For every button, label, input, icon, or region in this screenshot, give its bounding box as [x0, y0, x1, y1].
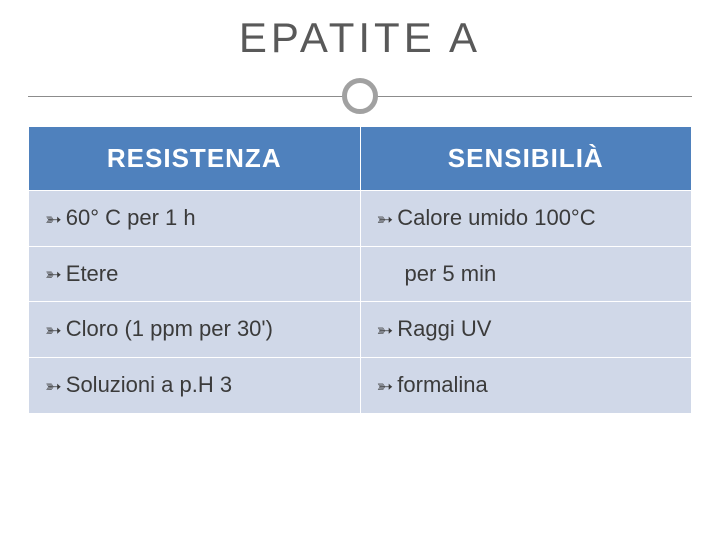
cell-text: Soluzioni a p.H 3 [66, 372, 232, 397]
bullet-icon: ➳ [45, 318, 62, 343]
cell-text: 60° C per 1 h [66, 205, 196, 230]
cell-right: ➳Calore umido 100°C [360, 191, 692, 247]
bullet-icon: ➳ [45, 207, 62, 232]
col-header-left: RESISTENZA [29, 127, 361, 191]
cell-text: Raggi UV [397, 316, 491, 341]
comparison-table: RESISTENZA SENSIBILIÀ ➳60° C per 1 h ➳Ca… [28, 126, 692, 414]
table-row: ➳Cloro (1 ppm per 30') ➳Raggi UV [29, 302, 692, 358]
cell-text: Etere [66, 261, 119, 286]
bullet-icon: ➳ [377, 207, 394, 232]
table-row: ➳Soluzioni a p.H 3 ➳formalina [29, 358, 692, 414]
comparison-table-wrap: RESISTENZA SENSIBILIÀ ➳60° C per 1 h ➳Ca… [28, 126, 692, 414]
cell-text: formalina [397, 372, 487, 397]
slide-title: EPATITE A [0, 14, 720, 62]
cell-text: Calore umido 100°C [397, 205, 595, 230]
bullet-icon: ➳ [377, 374, 394, 399]
table-header-row: RESISTENZA SENSIBILIÀ [29, 127, 692, 191]
col-header-right: SENSIBILIÀ [360, 127, 692, 191]
cell-right: ➳formalina [360, 358, 692, 414]
cell-right: ➳Raggi UV [360, 302, 692, 358]
title-decoration [0, 78, 720, 114]
slide-title-block: EPATITE A [0, 14, 720, 62]
cell-right: per 5 min [360, 246, 692, 302]
cell-left: ➳Cloro (1 ppm per 30') [29, 302, 361, 358]
title-circle-icon [342, 78, 378, 114]
bullet-icon: ➳ [45, 374, 62, 399]
cell-left: ➳Etere [29, 246, 361, 302]
table-row: ➳60° C per 1 h ➳Calore umido 100°C [29, 191, 692, 247]
slide: EPATITE A RESISTENZA SENSIBILIÀ ➳60° C p… [0, 0, 720, 540]
cell-left: ➳Soluzioni a p.H 3 [29, 358, 361, 414]
cell-text: per 5 min [405, 261, 497, 286]
bullet-icon: ➳ [377, 318, 394, 343]
cell-text: Cloro (1 ppm per 30') [66, 316, 273, 341]
bullet-icon: ➳ [45, 262, 62, 287]
cell-left: ➳60° C per 1 h [29, 191, 361, 247]
table-row: ➳Etere per 5 min [29, 246, 692, 302]
